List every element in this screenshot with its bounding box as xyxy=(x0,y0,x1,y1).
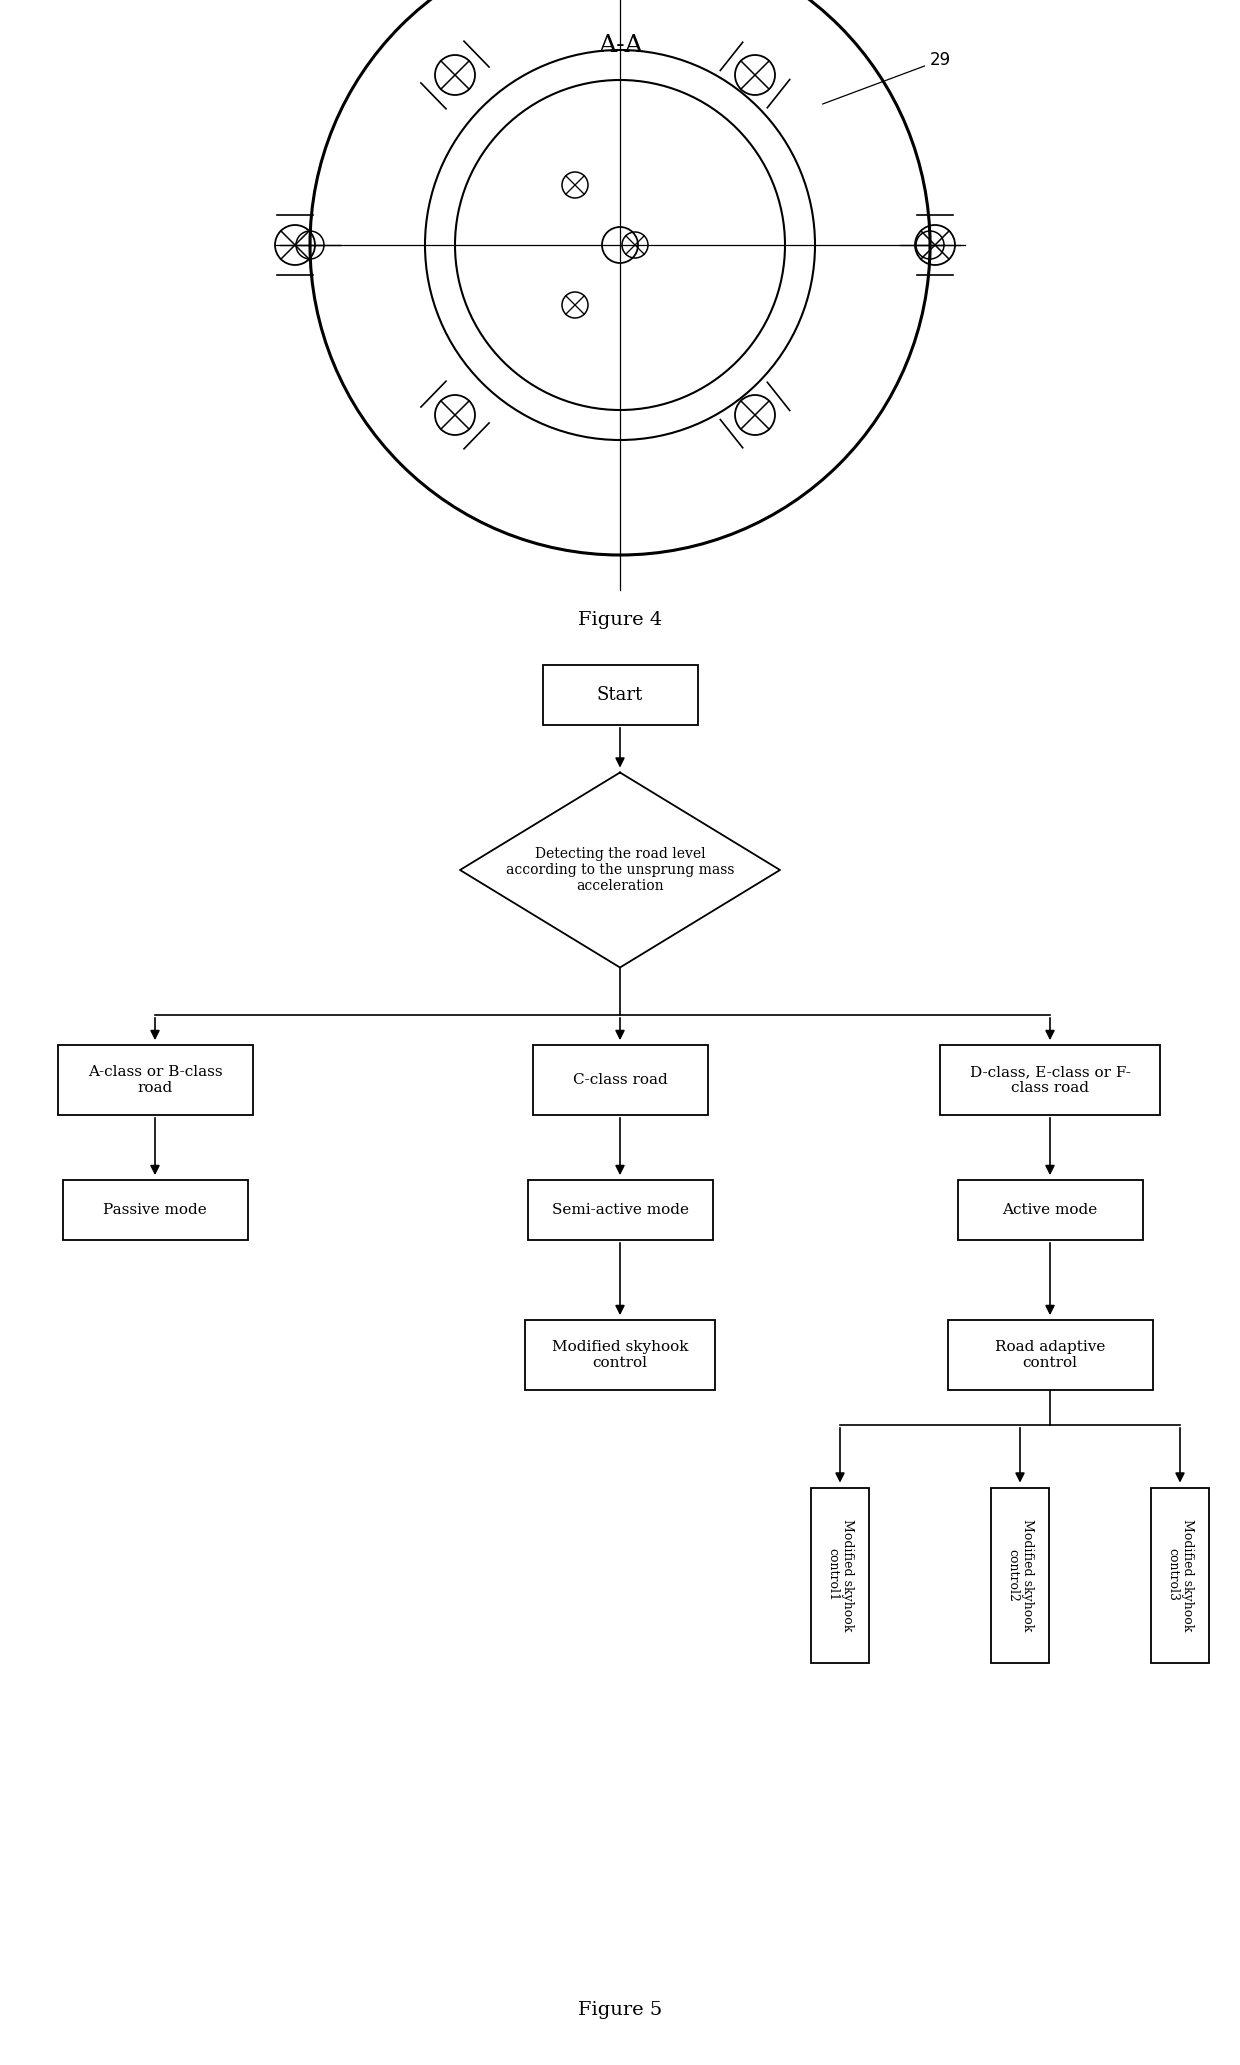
FancyBboxPatch shape xyxy=(991,1487,1049,1662)
Text: 29: 29 xyxy=(822,52,951,103)
Text: A-class or B-class
road: A-class or B-class road xyxy=(88,1066,222,1094)
Text: Figure 5: Figure 5 xyxy=(578,2001,662,2020)
Text: Active mode: Active mode xyxy=(1002,1204,1097,1216)
FancyBboxPatch shape xyxy=(527,1179,713,1239)
Text: Modified skyhook
control1: Modified skyhook control1 xyxy=(826,1520,854,1631)
FancyBboxPatch shape xyxy=(811,1487,869,1662)
Text: Passive mode: Passive mode xyxy=(103,1204,207,1216)
FancyBboxPatch shape xyxy=(62,1179,248,1239)
Text: D-class, E-class or F-
class road: D-class, E-class or F- class road xyxy=(970,1066,1131,1094)
FancyBboxPatch shape xyxy=(57,1045,253,1115)
Text: Detecting the road level
according to the unsprung mass
acceleration: Detecting the road level according to th… xyxy=(506,847,734,894)
FancyBboxPatch shape xyxy=(543,665,697,725)
Text: Semi-active mode: Semi-active mode xyxy=(552,1204,688,1216)
FancyBboxPatch shape xyxy=(957,1179,1142,1239)
Text: Modified skyhook
control3: Modified skyhook control3 xyxy=(1166,1520,1194,1631)
FancyBboxPatch shape xyxy=(947,1320,1152,1390)
Text: Modified skyhook
control2: Modified skyhook control2 xyxy=(1006,1520,1034,1631)
Text: Road adaptive
control: Road adaptive control xyxy=(994,1340,1105,1369)
Text: Modified skyhook
control: Modified skyhook control xyxy=(552,1340,688,1369)
Text: Start: Start xyxy=(596,686,644,704)
FancyBboxPatch shape xyxy=(532,1045,708,1115)
FancyBboxPatch shape xyxy=(940,1045,1159,1115)
Text: Figure 4: Figure 4 xyxy=(578,611,662,630)
FancyBboxPatch shape xyxy=(1151,1487,1209,1662)
FancyBboxPatch shape xyxy=(525,1320,715,1390)
Text: C-class road: C-class road xyxy=(573,1074,667,1086)
Text: A-A: A-A xyxy=(598,33,642,56)
